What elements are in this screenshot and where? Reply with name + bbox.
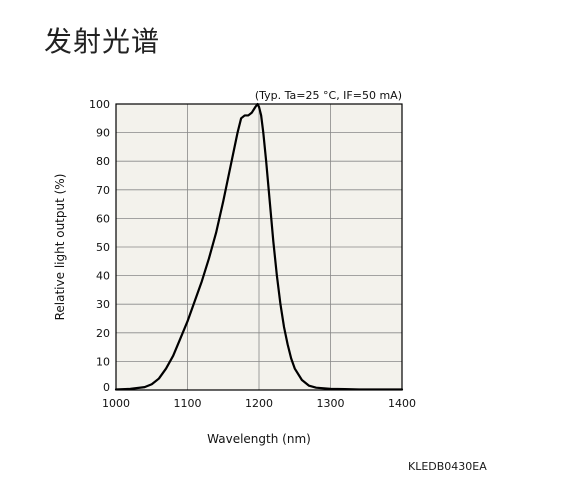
figure-code: KLEDB0430EA [408,460,487,473]
x-tick-labels: 1000 1100 1200 1300 1400 [102,397,416,410]
y-tick-label: 90 [96,127,110,140]
y-tick-label: 80 [96,155,110,168]
x-tick-label: 1300 [317,397,345,410]
y-tick-label: 10 [96,355,110,368]
x-tick-label: 1000 [102,397,130,410]
y-tick-label: 50 [96,241,110,254]
y-tick-label: 20 [96,327,110,340]
y-tick-label: 30 [96,298,110,311]
x-axis-label: Wavelength (nm) [207,432,311,446]
y-tick-labels: 0 10 20 30 40 50 60 70 80 90 100 [89,98,110,394]
plot-frame [115,103,403,391]
y-tick-label: 60 [96,212,110,225]
y-tick-label: 70 [96,184,110,197]
page-title: 发射光谱 [44,25,161,58]
y-axis-label: Relative light output (%) [53,174,67,321]
y-tick-label: 40 [96,270,110,283]
x-tick-label: 1400 [388,397,416,410]
y-tick-label: 0 [103,381,110,394]
conditions-annotation: (Typ. Ta=25 °C, IF=50 mA) [255,89,402,102]
x-tick-label: 1100 [174,397,202,410]
y-tick-label: 100 [89,98,110,111]
x-tick-label: 1200 [245,397,273,410]
spectrum-curve [114,102,404,391]
grid-lines [116,104,402,390]
